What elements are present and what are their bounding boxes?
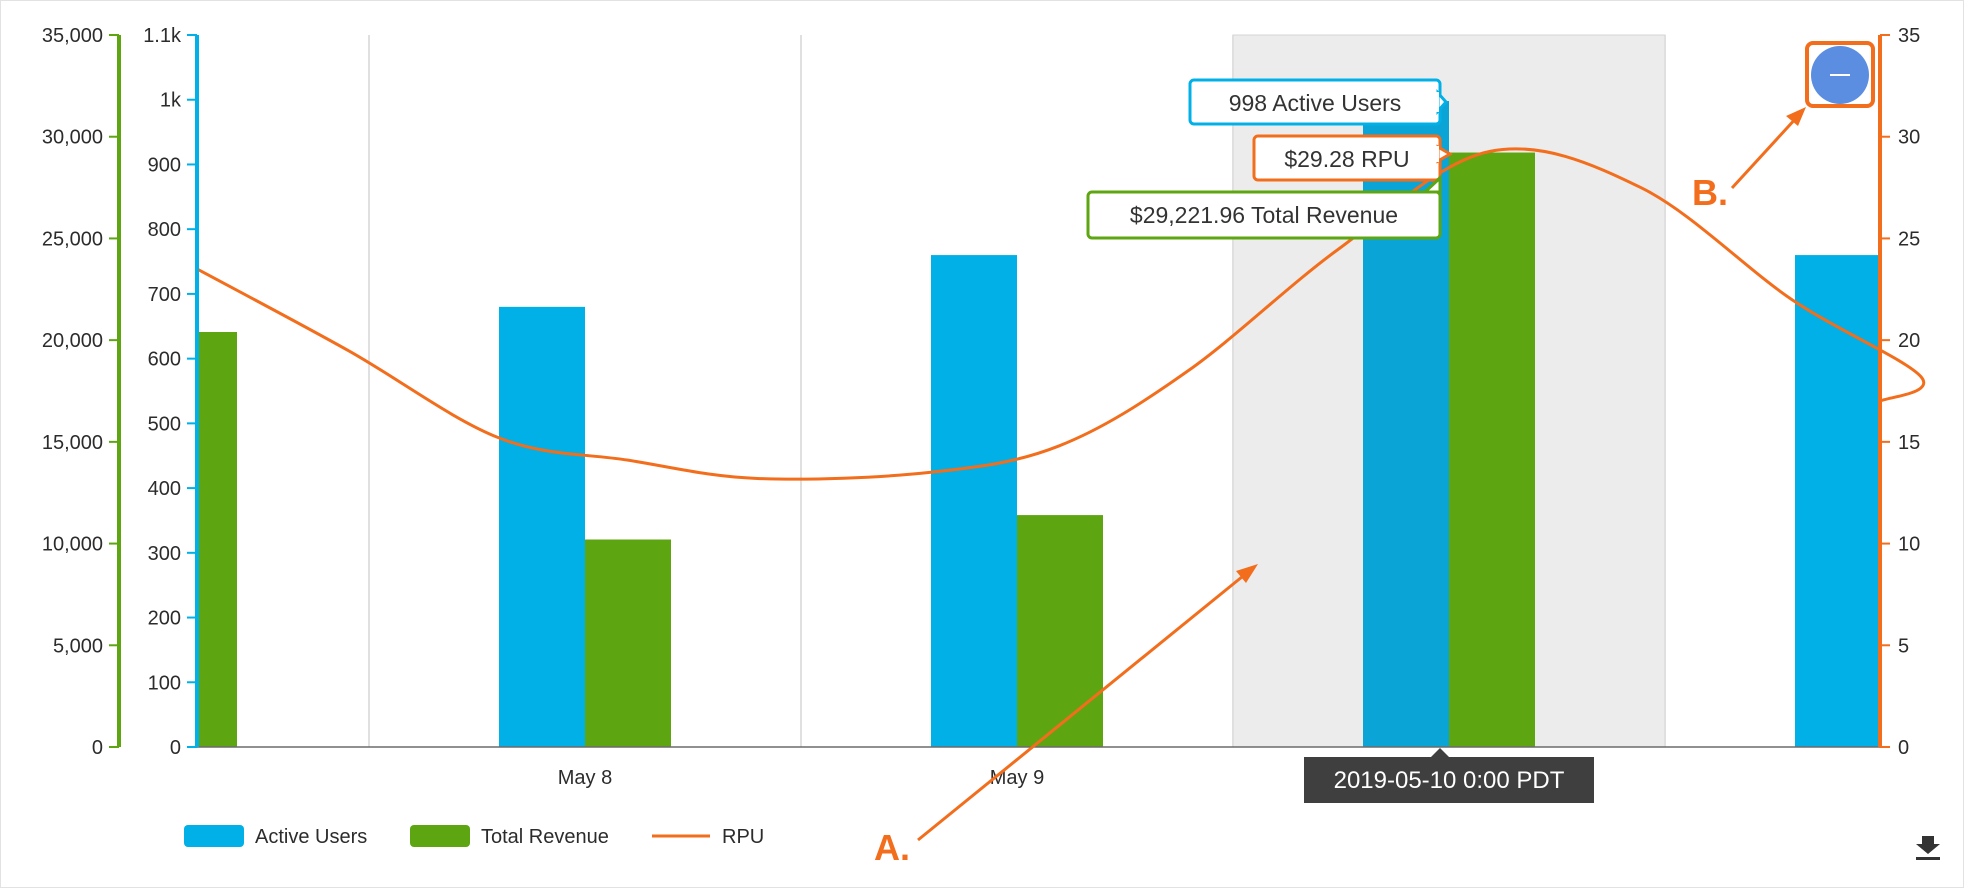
tooltip-total-revenue: $29,221.96 Total Revenue xyxy=(1086,174,1442,240)
axis-total-revenue-tick-label: 35,000 xyxy=(42,25,103,47)
annotation-a-arrowhead xyxy=(1236,564,1258,583)
legend-item-total-revenue[interactable]: Total Revenue xyxy=(410,825,609,848)
bars xyxy=(199,101,1880,747)
axis-active-users-tick-label: 1.1k xyxy=(143,25,182,47)
annotation-b-arrow-line xyxy=(1730,114,1800,190)
bar-active-users[interactable] xyxy=(1795,255,1880,747)
tooltip-rpu: $29.28 RPU xyxy=(1252,134,1453,182)
axis-rpu-tick-label: 35 xyxy=(1898,25,1920,47)
axis-active-users-tick-label: 200 xyxy=(148,608,181,630)
axis-total-revenue-tick-label: 25,000 xyxy=(42,228,103,250)
bar-total-revenue[interactable] xyxy=(1449,152,1535,747)
bar-active-users[interactable] xyxy=(931,255,1017,747)
x-tick-label: May 8 xyxy=(558,767,612,789)
axis-active-users-tick-label: 0 xyxy=(170,737,181,759)
axis-active-users-tick-label: 300 xyxy=(148,543,181,565)
x-tick-label: May 9 xyxy=(990,767,1044,789)
legend-item-rpu[interactable]: RPU xyxy=(652,826,764,848)
x-axis-tick-labels: May 8 May 9 xyxy=(558,767,1044,789)
annotation-b-label: B. xyxy=(1692,172,1728,213)
legend-item-active-users[interactable]: Active Users xyxy=(184,825,367,848)
axis-rpu-tick-label: 15 xyxy=(1898,432,1920,454)
rpu-line-series xyxy=(196,147,1926,481)
axis-rpu-tick-label: 25 xyxy=(1898,228,1920,250)
axis-rpu-tick-label: 10 xyxy=(1898,534,1920,556)
axis-total-revenue-tick-label: 5,000 xyxy=(53,635,103,657)
tooltip-total-revenue-text: $29,221.96 Total Revenue xyxy=(1130,202,1398,228)
bar-total-revenue[interactable] xyxy=(585,539,671,747)
annotation-a-label: A. xyxy=(874,827,910,868)
tooltip-date: 2019-05-10 0:00 PDT xyxy=(1304,748,1594,803)
axis-active-users-tick-label: 900 xyxy=(148,154,181,176)
legend: Active Users Total Revenue RPU xyxy=(184,825,764,848)
tooltip-active-users: 998 Active Users xyxy=(1188,78,1449,126)
annotation-b-arrowhead xyxy=(1786,107,1806,126)
bar-total-revenue[interactable] xyxy=(199,332,237,747)
axis-active-users-tick-label: 600 xyxy=(148,349,181,371)
axis-total-revenue-tick-label: 30,000 xyxy=(42,127,103,149)
bar-active-users[interactable] xyxy=(499,306,585,747)
annotation-a: A. xyxy=(874,564,1258,868)
legend-swatch-active-users xyxy=(184,825,244,847)
zoom-out-button[interactable] xyxy=(1805,41,1875,108)
axis-total-revenue-tick-label: 0 xyxy=(92,737,103,759)
annotation-a-arrow-line xyxy=(917,570,1249,842)
axis-active-users: 0 100 200 300 400 500 600 700 800 900 1k 1.1k xyxy=(143,25,199,759)
tooltip-date-text: 2019-05-10 0:00 PDT xyxy=(1334,767,1565,794)
axis-active-users-tick-label: 1k xyxy=(160,90,182,112)
legend-swatch-total-revenue xyxy=(410,825,470,847)
tooltip-active-users-text: 998 Active Users xyxy=(1229,90,1402,116)
download-icon[interactable] xyxy=(1910,830,1950,866)
axis-total-revenue: 0 5,000 10,000 15,000 20,000 25,000 30,000 35,0… xyxy=(42,25,121,759)
axis-total-revenue-tick-label: 10,000 xyxy=(42,534,103,556)
axis-rpu: 0 5 10 15 20 25 30 35 xyxy=(1878,25,1920,759)
tooltip-rpu-text: $29.28 RPU xyxy=(1284,146,1409,172)
axis-active-users-tick-label: 400 xyxy=(148,478,181,500)
axis-total-revenue-tick-label: 20,000 xyxy=(42,330,103,352)
zoom-out-highlight-box xyxy=(1805,41,1875,108)
axis-rpu-tick-label: 0 xyxy=(1898,737,1909,759)
legend-label-total-revenue: Total Revenue xyxy=(481,826,609,848)
axis-active-users-tick-label: 700 xyxy=(148,284,181,306)
tooltip: 998 Active Users $29.28 RPU $29,221.96 T… xyxy=(1086,78,1594,803)
axis-active-users-tick-label: 100 xyxy=(148,672,181,694)
bar-total-revenue[interactable] xyxy=(1017,515,1103,747)
annotations: A. B. xyxy=(874,107,1806,868)
legend-label-rpu: RPU xyxy=(722,826,764,848)
axis-active-users-tick-label: 800 xyxy=(148,219,181,241)
axis-rpu-tick-label: 20 xyxy=(1898,330,1920,352)
axis-rpu-tick-label: 30 xyxy=(1898,127,1920,149)
axis-total-revenue-tick-label: 15,000 xyxy=(42,432,103,454)
axis-active-users-tick-label: 500 xyxy=(148,413,181,435)
annotation-b: B. xyxy=(1692,107,1806,213)
axis-rpu-tick-label: 5 xyxy=(1898,635,1909,657)
legend-label-active-users: Active Users xyxy=(255,826,367,848)
